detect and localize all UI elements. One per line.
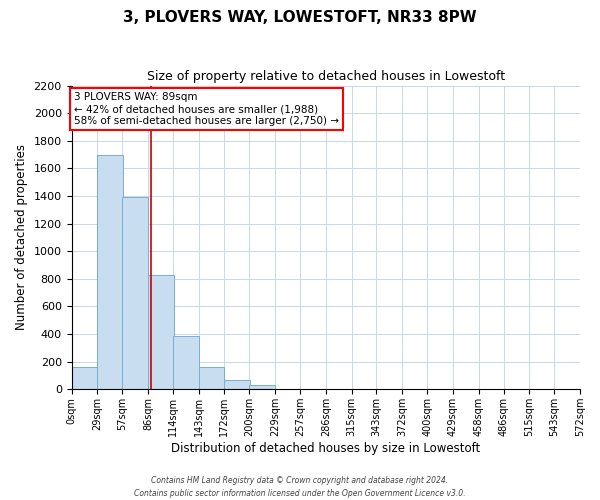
Bar xyxy=(71,367,97,390)
Y-axis label: Number of detached properties: Number of detached properties xyxy=(15,144,28,330)
Bar xyxy=(199,366,224,390)
Bar xyxy=(97,154,123,390)
Text: 3, PLOVERS WAY, LOWESTOFT, NR33 8PW: 3, PLOVERS WAY, LOWESTOFT, NR33 8PW xyxy=(123,10,477,25)
Text: 3 PLOVERS WAY: 89sqm
← 42% of detached houses are smaller (1,988)
58% of semi-de: 3 PLOVERS WAY: 89sqm ← 42% of detached h… xyxy=(74,92,339,126)
Bar xyxy=(250,386,275,390)
X-axis label: Distribution of detached houses by size in Lowestoft: Distribution of detached houses by size … xyxy=(171,442,481,455)
Bar xyxy=(148,276,174,390)
Text: Contains HM Land Registry data © Crown copyright and database right 2024.
Contai: Contains HM Land Registry data © Crown c… xyxy=(134,476,466,498)
Bar xyxy=(224,380,250,390)
Bar xyxy=(173,336,199,390)
Title: Size of property relative to detached houses in Lowestoft: Size of property relative to detached ho… xyxy=(147,70,505,83)
Bar xyxy=(122,198,148,390)
